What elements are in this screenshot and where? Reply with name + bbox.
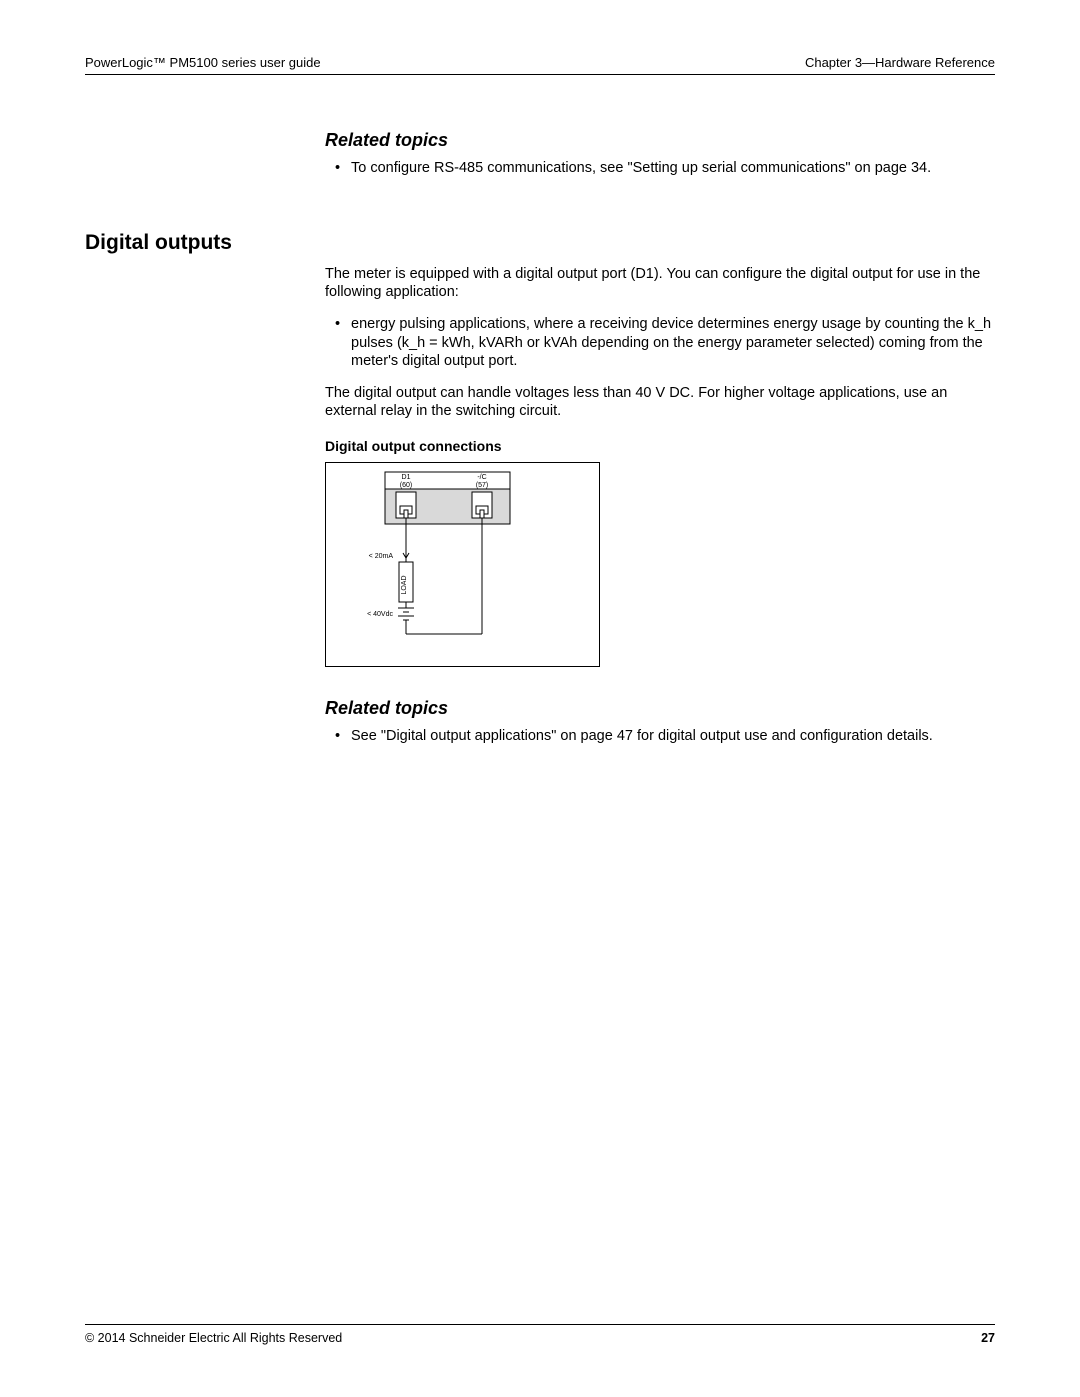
list-item: To configure RS-485 communications, see … <box>325 159 995 177</box>
svg-text:-/C: -/C <box>477 474 486 481</box>
section-intro: The meter is equipped with a digital out… <box>325 265 995 301</box>
svg-text:D1: D1 <box>402 474 411 481</box>
section-bullets: energy pulsing applications, where a rec… <box>325 315 995 369</box>
section-heading-digital-outputs: Digital outputs <box>85 231 325 255</box>
svg-text:(60): (60) <box>400 482 412 489</box>
digital-output-diagram: D1 (60) -/C (57) <box>325 462 995 672</box>
related-topics-heading-2: Related topics <box>325 698 995 719</box>
svg-text:(57): (57) <box>476 482 488 489</box>
footer-copyright: © 2014 Schneider Electric All Rights Res… <box>85 1331 342 1345</box>
svg-text:< 40Vdc: < 40Vdc <box>367 611 393 618</box>
page-header: PowerLogic™ PM5100 series user guide Cha… <box>85 55 995 75</box>
section-after-bullets: The digital output can handle voltages l… <box>325 384 995 420</box>
related-topics-list-2: See "Digital output applications" on pag… <box>325 727 995 745</box>
list-item: energy pulsing applications, where a rec… <box>325 315 995 369</box>
list-item: See "Digital output applications" on pag… <box>325 727 995 745</box>
related-topics-list-1: To configure RS-485 communications, see … <box>325 159 995 177</box>
svg-text:< 20mA: < 20mA <box>369 553 394 560</box>
diagram-title: Digital output connections <box>325 438 995 454</box>
header-left: PowerLogic™ PM5100 series user guide <box>85 55 321 70</box>
footer-page-number: 27 <box>981 1331 995 1345</box>
svg-text:LOAD: LOAD <box>401 575 408 594</box>
header-right: Chapter 3—Hardware Reference <box>805 55 995 70</box>
page-footer: © 2014 Schneider Electric All Rights Res… <box>85 1324 995 1345</box>
related-topics-heading-1: Related topics <box>325 130 995 151</box>
